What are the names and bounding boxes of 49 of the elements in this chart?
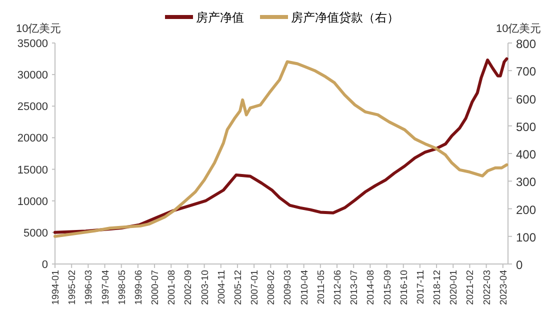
x-tick-label: 2021-02	[465, 270, 476, 305]
x-tick-label: 1996-03	[84, 270, 95, 305]
x-tick-label: 2001-08	[166, 270, 178, 305]
y-tick-label: 25000	[17, 101, 48, 114]
y-tick-label: 0	[42, 259, 48, 271]
x-tick-label: 2000-07	[150, 270, 162, 305]
x-tick-label: 2012-06	[332, 270, 344, 305]
x-tick-label: 1994-01	[50, 270, 62, 305]
y-tick-label: 10000	[17, 196, 48, 208]
y-axis-title: 10亿美元	[16, 22, 62, 35]
y2-tick-label: 300	[516, 175, 536, 190]
x-tick-label: 1995-02	[67, 270, 78, 305]
y2-tick-label: 100	[516, 230, 536, 244]
x-tick-label: 2009-03	[282, 270, 294, 305]
y2-tick-label: 600	[516, 92, 536, 106]
x-tick-label: 2020-01	[448, 270, 460, 305]
x-tick-label: 2011-05	[316, 270, 327, 304]
y2-tick-label: 800	[516, 37, 536, 51]
x-tick-label: 2023-04	[498, 270, 510, 305]
x-tick-label: 2015-09	[382, 270, 394, 305]
y-tick-label: 15000	[17, 164, 48, 176]
x-tick-label: 2005-12	[232, 270, 244, 305]
y2-tick-label: 400	[516, 148, 536, 162]
x-tick-label: 2004-11	[216, 270, 228, 304]
x-tick-label: 2022-03	[482, 270, 493, 305]
y2-tick-label: 200	[516, 202, 536, 217]
x-tick-label: 2010-04	[299, 270, 310, 305]
x-tick-label: 1999-06	[133, 270, 144, 305]
x-tick-label: 2013-07	[349, 270, 360, 305]
x-tick-label: 2016-10	[398, 270, 410, 305]
y2-tick-label: 0	[516, 258, 523, 272]
x-tick-label: 2007-01	[250, 270, 261, 305]
legend-label: 房产净值贷款（右）	[291, 10, 399, 24]
x-tick-label: 2017-11	[415, 270, 426, 304]
x-tick-label: 1997-04	[100, 270, 112, 305]
y-tick-label: 35000	[17, 38, 48, 50]
y2-tick-label: 500	[516, 120, 536, 134]
x-tick-label: 2018-12	[432, 270, 444, 305]
y-tick-label: 20000	[17, 132, 48, 145]
y-tick-label: 5000	[24, 227, 48, 240]
legend-label: 房产净值	[196, 10, 244, 24]
x-tick-label: 2003-10	[200, 270, 211, 305]
x-tick-label: 1998-05	[116, 270, 128, 305]
y2-tick-label: 700	[516, 64, 536, 79]
x-tick-label: 2002-09	[183, 270, 194, 305]
y2-axis-title: 10亿美元	[496, 22, 542, 35]
y-tick-label: 30000	[17, 70, 48, 82]
x-tick-label: 2014-08	[366, 270, 377, 305]
x-tick-label: 2008-02	[266, 270, 278, 305]
